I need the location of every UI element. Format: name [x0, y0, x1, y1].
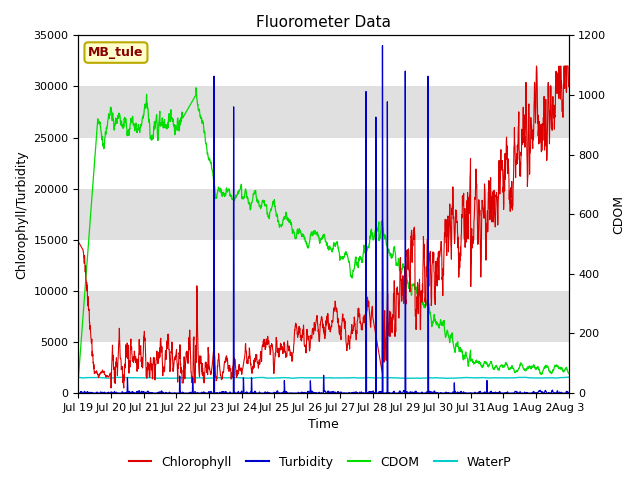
Bar — [79, 189, 568, 240]
Legend: Chlorophyll, Turbidity, CDOM, WaterP: Chlorophyll, Turbidity, CDOM, WaterP — [124, 451, 516, 474]
Bar — [79, 291, 568, 342]
Y-axis label: Chlorophyll/Turbidity: Chlorophyll/Turbidity — [15, 150, 28, 278]
Bar — [79, 86, 568, 138]
Text: MB_tule: MB_tule — [88, 46, 144, 59]
X-axis label: Time: Time — [308, 419, 339, 432]
Title: Fluorometer Data: Fluorometer Data — [256, 15, 391, 30]
Y-axis label: CDOM: CDOM — [612, 195, 625, 234]
